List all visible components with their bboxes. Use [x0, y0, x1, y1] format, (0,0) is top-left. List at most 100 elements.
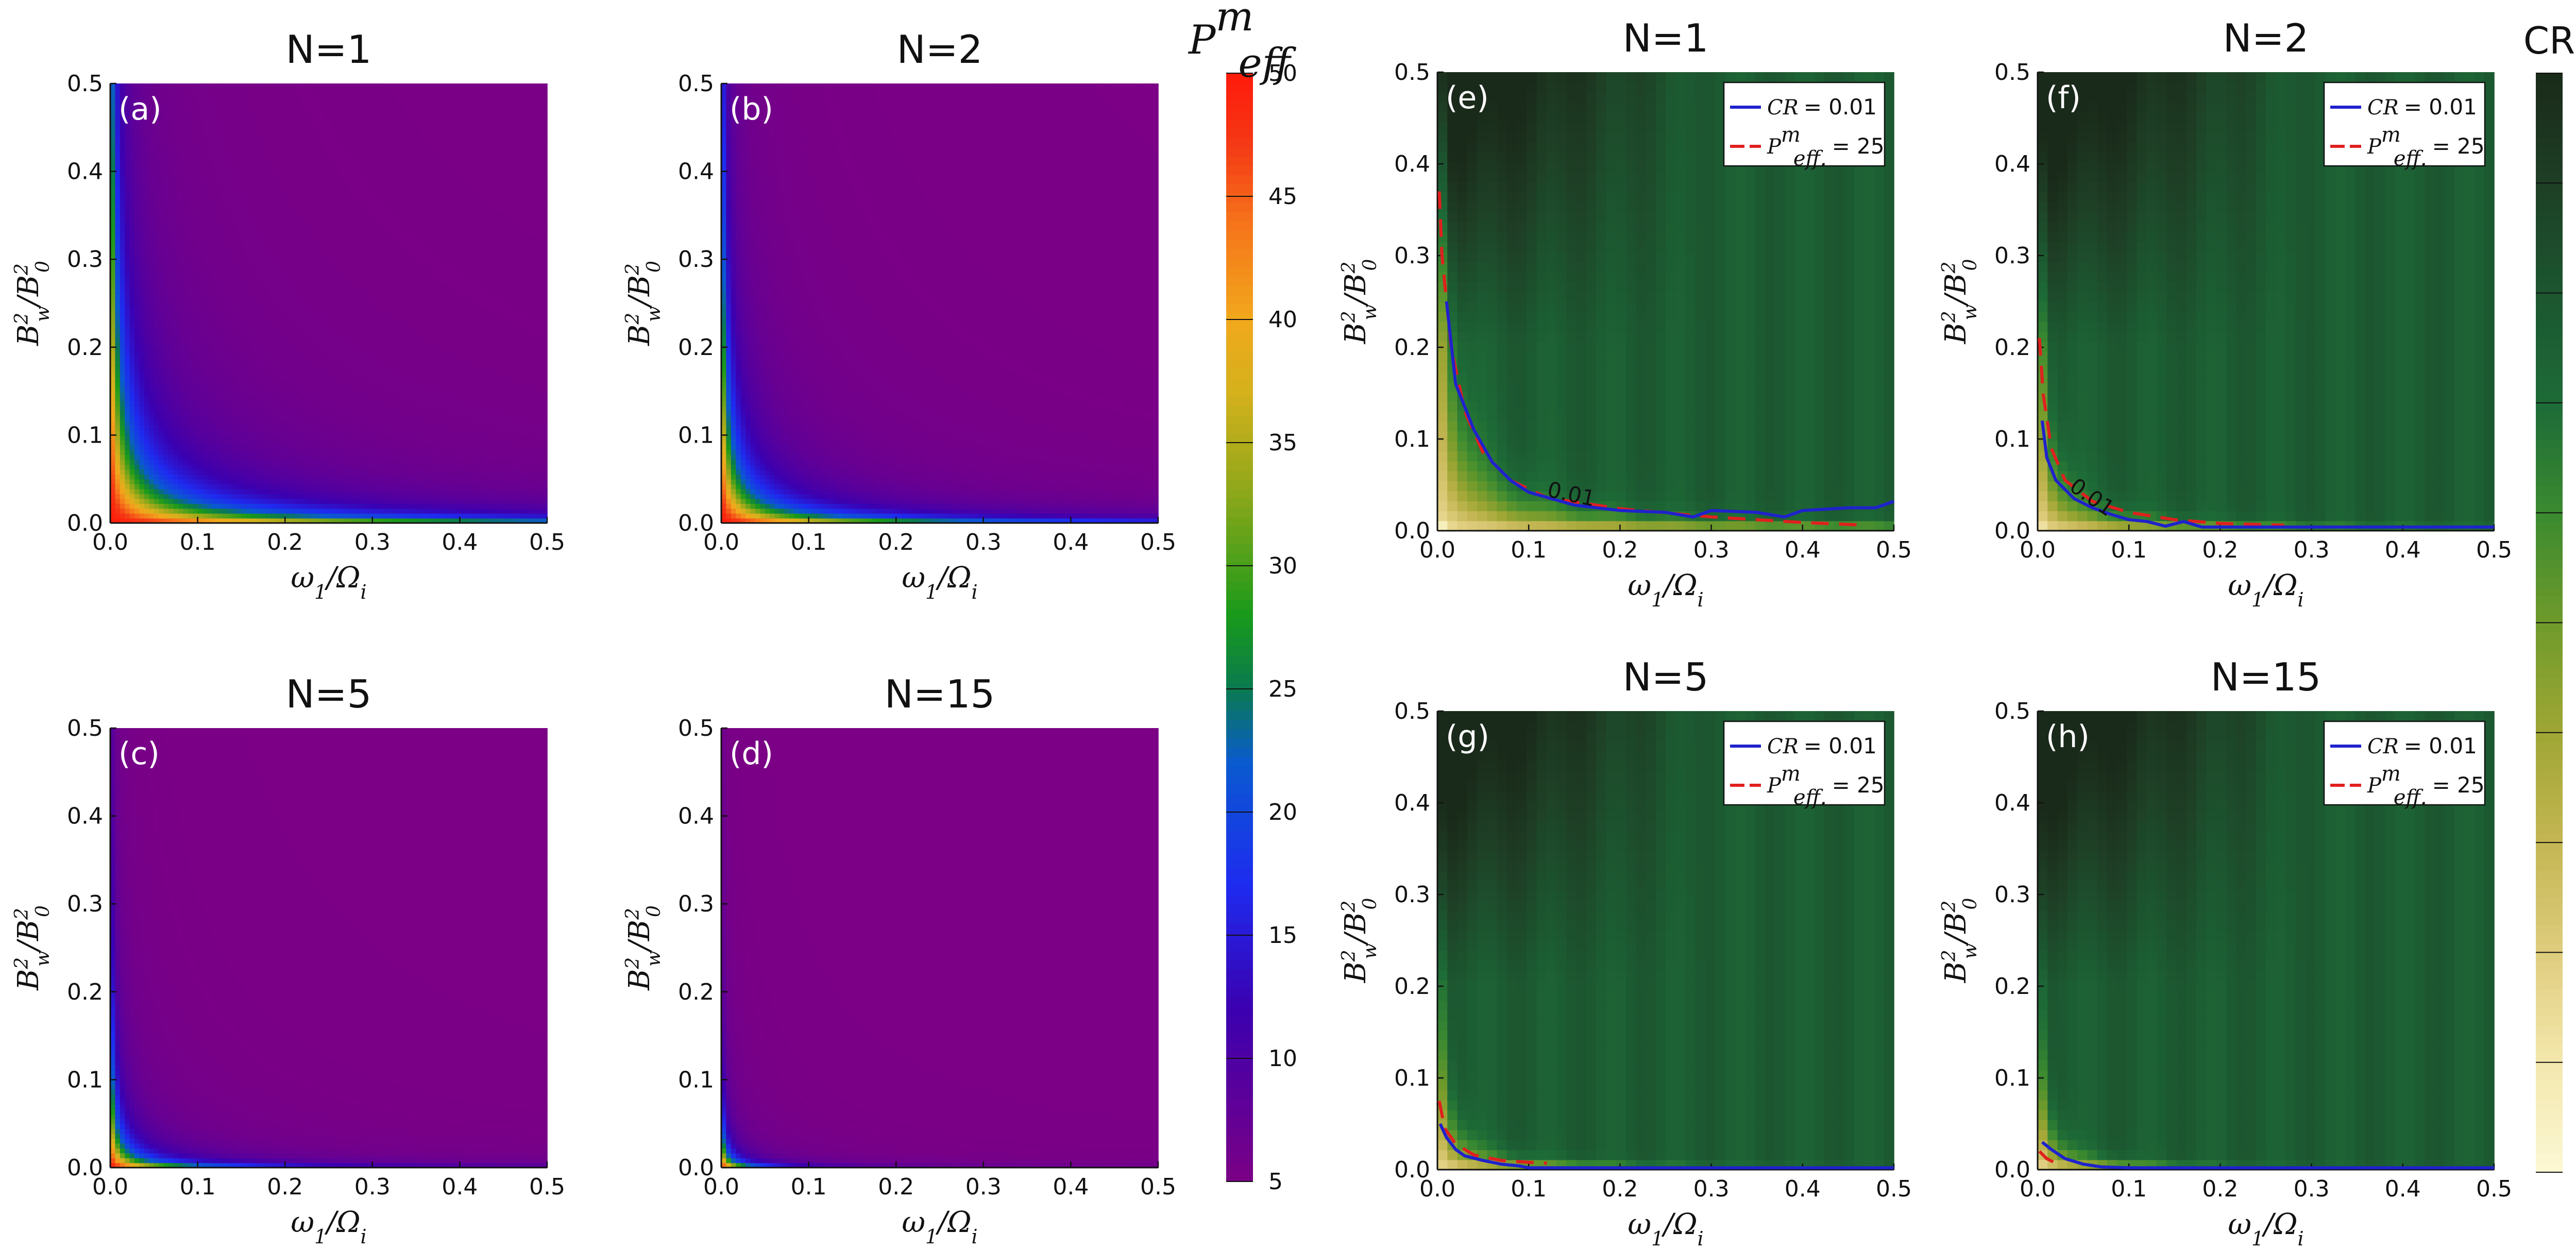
heatmap-cell — [193, 200, 198, 206]
heatmap-cell — [256, 372, 261, 377]
heatmap-cell — [159, 279, 164, 284]
heatmap-cell — [231, 132, 237, 138]
heatmap-cell — [309, 430, 315, 436]
heatmap-cell — [236, 195, 242, 201]
heatmap-cell — [144, 459, 150, 465]
heatmap-cell — [163, 176, 169, 182]
heatmap-cell — [241, 498, 247, 504]
heatmap-cell — [265, 449, 271, 455]
heatmap-cell — [159, 332, 164, 338]
heatmap-cell — [324, 508, 329, 514]
heatmap-cell — [227, 430, 232, 436]
heatmap-cell — [134, 298, 140, 304]
heatmap-cell — [168, 181, 174, 187]
heatmap-cell — [348, 303, 353, 309]
heatmap-cell — [246, 474, 252, 480]
heatmap-cell — [256, 430, 261, 436]
heatmap-cell — [110, 396, 116, 401]
heatmap-cell — [280, 494, 285, 499]
heatmap-cell — [163, 127, 169, 133]
heatmap-cell — [324, 186, 329, 192]
heatmap-cell — [188, 323, 193, 328]
heatmap-cell — [299, 269, 305, 275]
heatmap-cell — [353, 498, 359, 504]
heatmap-cell — [295, 274, 300, 279]
heatmap-cell — [178, 332, 184, 338]
heatmap-cell — [285, 191, 291, 196]
heatmap-cell — [193, 132, 198, 138]
heatmap-cell — [246, 293, 252, 299]
heatmap-cell — [324, 347, 329, 353]
heatmap-cell — [188, 259, 193, 265]
heatmap-cell — [358, 488, 363, 494]
heatmap-cell — [241, 332, 247, 338]
heatmap-cell — [207, 127, 213, 133]
heatmap-cell — [295, 298, 300, 304]
heatmap-cell — [193, 98, 198, 104]
heatmap-cell — [270, 362, 276, 367]
heatmap-cell — [329, 142, 334, 148]
heatmap-cell — [125, 494, 130, 499]
heatmap-cell — [236, 332, 242, 338]
heatmap-cell — [362, 352, 368, 358]
heatmap-cell — [299, 161, 305, 167]
heatmap-cell — [299, 98, 305, 104]
heatmap-cell — [183, 420, 189, 426]
heatmap-cell — [319, 274, 325, 279]
heatmap-cell — [256, 449, 261, 455]
heatmap-cell — [333, 298, 339, 304]
heatmap-cell — [144, 225, 150, 231]
heatmap-cell — [265, 323, 271, 328]
heatmap-cell — [367, 381, 373, 387]
heatmap-cell — [333, 317, 339, 324]
heatmap-cell — [120, 494, 126, 499]
heatmap-cell — [319, 303, 325, 309]
heatmap-cell — [110, 425, 116, 431]
heatmap-cell — [212, 108, 218, 113]
heatmap-cell — [222, 430, 227, 436]
heatmap-cell — [217, 83, 223, 89]
heatmap-cell — [338, 440, 344, 446]
heatmap-cell — [270, 411, 276, 416]
heatmap-cell — [188, 411, 193, 416]
heatmap-cell — [362, 484, 368, 490]
heatmap-cell — [353, 366, 359, 372]
heatmap-cell — [168, 420, 174, 426]
heatmap-cell — [256, 303, 261, 309]
heatmap-cell — [236, 435, 242, 441]
heatmap-cell — [333, 122, 339, 128]
heatmap-cell — [295, 313, 300, 318]
heatmap-cell — [173, 411, 179, 416]
heatmap-cell — [168, 337, 174, 343]
heatmap-cell — [207, 313, 213, 318]
heatmap-cell — [295, 210, 300, 216]
heatmap-cell — [202, 220, 208, 226]
heatmap-cell — [222, 283, 227, 289]
heatmap-cell — [110, 220, 116, 226]
heatmap-cell — [115, 449, 121, 455]
heatmap-cell — [329, 244, 334, 250]
heatmap-cell — [236, 289, 242, 294]
heatmap-cell — [144, 157, 150, 162]
heatmap-cell — [285, 386, 291, 392]
heatmap-cell — [275, 93, 281, 99]
heatmap-cell — [227, 396, 232, 401]
heatmap-cell — [178, 83, 184, 89]
heatmap-cell — [222, 401, 227, 407]
heatmap-cell — [280, 332, 285, 338]
heatmap-cell — [134, 474, 140, 480]
heatmap-cell — [246, 376, 252, 382]
heatmap-cell — [343, 137, 349, 143]
heatmap-cell — [188, 425, 193, 431]
heatmap-cell — [173, 376, 179, 382]
heatmap-cell — [285, 171, 291, 177]
heatmap-cell — [207, 494, 213, 499]
heatmap-cell — [367, 264, 373, 269]
heatmap-cell — [314, 313, 319, 318]
heatmap-cell — [367, 445, 373, 450]
heatmap-cell — [125, 293, 130, 299]
heatmap-cell — [207, 381, 213, 387]
heatmap-cell — [343, 376, 349, 382]
heatmap-cell — [246, 381, 252, 387]
heatmap-cell — [256, 391, 261, 397]
